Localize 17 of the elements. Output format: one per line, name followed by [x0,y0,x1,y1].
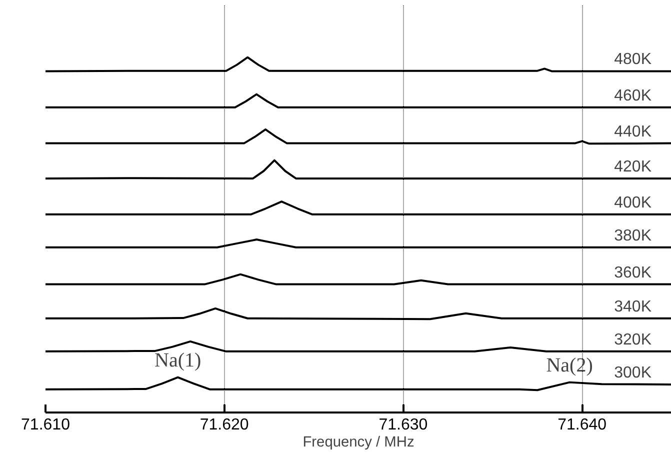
series-label: 300K [614,364,652,382]
series-label: 380K [614,227,652,244]
annotation: Na(1) [154,349,202,372]
x-tick-label: 71.620 [200,416,249,434]
series-label: 420K [614,158,652,176]
series-label: 460K [614,87,652,104]
series-label: 340K [614,298,652,316]
x-axis-title: Frequency / MHz [302,434,414,450]
series-label: 440K [614,123,652,140]
series-label: 400K [614,194,652,212]
series-label: 360K [614,264,652,282]
series-label: 320K [614,331,652,348]
x-tick-label: 71.630 [378,416,428,434]
x-tick-label: 71.610 [21,416,70,434]
annotation: Na(2) [546,354,593,376]
x-tick-label: 71.640 [558,416,607,434]
series-label: 480K [614,51,652,68]
